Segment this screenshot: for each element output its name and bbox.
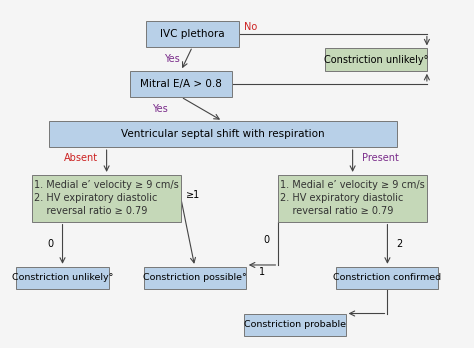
Text: 2: 2 <box>397 239 403 249</box>
Text: Mitral E/A > 0.8: Mitral E/A > 0.8 <box>140 79 222 89</box>
FancyBboxPatch shape <box>49 121 397 147</box>
Text: Constriction confirmed: Constriction confirmed <box>333 274 441 283</box>
Text: Constriction unlikely°: Constriction unlikely° <box>12 274 113 283</box>
FancyBboxPatch shape <box>337 267 438 289</box>
Text: Absent: Absent <box>64 152 98 163</box>
Text: No: No <box>244 22 257 32</box>
FancyBboxPatch shape <box>278 175 427 222</box>
Text: Ventricular septal shift with respiration: Ventricular septal shift with respiratio… <box>121 129 325 139</box>
Text: 1. Medial e’ velocity ≥ 9 cm/s
2. HV expiratory diastolic
    reversal ratio ≥ 0: 1. Medial e’ velocity ≥ 9 cm/s 2. HV exp… <box>34 180 179 216</box>
FancyBboxPatch shape <box>16 267 109 289</box>
Text: 1: 1 <box>259 267 265 277</box>
Text: ≥1: ≥1 <box>185 190 200 200</box>
Text: Constriction unlikely°: Constriction unlikely° <box>324 55 428 65</box>
FancyBboxPatch shape <box>130 71 232 97</box>
Text: Constriction probable: Constriction probable <box>244 320 346 329</box>
Text: Yes: Yes <box>152 104 168 114</box>
Text: 0: 0 <box>48 239 54 249</box>
Text: Constriction possible°: Constriction possible° <box>143 274 246 283</box>
Text: 1. Medial e’ velocity ≥ 9 cm/s
2. HV expiratory diastolic
    reversal ratio ≥ 0: 1. Medial e’ velocity ≥ 9 cm/s 2. HV exp… <box>280 180 425 216</box>
FancyBboxPatch shape <box>146 21 239 47</box>
Text: Present: Present <box>362 152 399 163</box>
FancyBboxPatch shape <box>244 314 346 336</box>
FancyBboxPatch shape <box>32 175 181 222</box>
Text: Yes: Yes <box>164 54 180 64</box>
FancyBboxPatch shape <box>325 48 427 71</box>
Text: 0: 0 <box>263 235 269 245</box>
Text: IVC plethora: IVC plethora <box>160 29 225 39</box>
FancyBboxPatch shape <box>144 267 246 289</box>
